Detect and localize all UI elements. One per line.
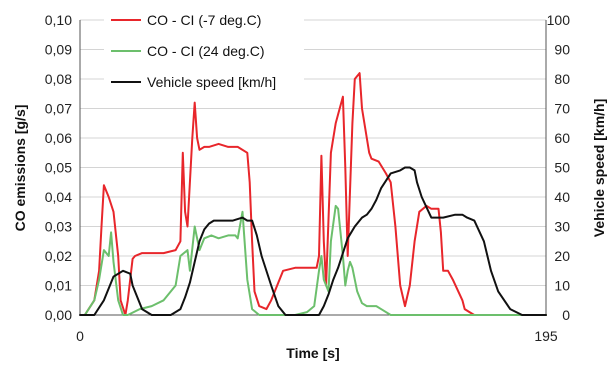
series-line-co-warm bbox=[83, 204, 547, 316]
y-tick-label-left: 0,09 bbox=[45, 42, 72, 58]
y-tick-label-right: 0 bbox=[562, 307, 570, 323]
y-tick-label-right: 50 bbox=[554, 160, 570, 176]
series-layer bbox=[79, 72, 547, 316]
series-line-co-cold bbox=[83, 72, 547, 316]
legend-label-speed: Vehicle speed [km/h] bbox=[147, 74, 276, 90]
right-tick-labels: 0 10 20 30 40 50 60 70 80 90 100 bbox=[547, 12, 571, 323]
y-tick-label-left: 0,04 bbox=[45, 189, 72, 205]
y-axis-title-right: Vehicle speed [km/h] bbox=[591, 99, 607, 238]
y-tick-label-right: 40 bbox=[554, 189, 570, 205]
y-tick-label-left: 0,10 bbox=[45, 12, 72, 28]
y-tick-label-right: 70 bbox=[554, 101, 570, 117]
legend-label-warm: CO - CI (24 deg.C) bbox=[147, 43, 264, 59]
y-tick-label-left: 0,02 bbox=[45, 248, 72, 264]
y-tick-label-right: 60 bbox=[554, 130, 570, 146]
y-tick-label-right: 80 bbox=[554, 71, 570, 87]
legend: CO - CI (-7 deg.C) CO - CI (24 deg.C) Ve… bbox=[104, 10, 304, 90]
y-tick-label-right: 10 bbox=[554, 278, 570, 294]
y-tick-label-left: 0,05 bbox=[45, 160, 72, 176]
y-tick-label-left: 0,06 bbox=[45, 130, 72, 146]
x-tick-label: 0 bbox=[76, 328, 84, 344]
grid-lines bbox=[80, 19, 546, 286]
x-axis-title: Time [s] bbox=[286, 345, 339, 361]
y-tick-label-right: 20 bbox=[554, 248, 570, 264]
x-tick-label: 195 bbox=[534, 328, 558, 344]
y-axis-title-left: CO emissions [g/s] bbox=[12, 105, 28, 232]
y-tick-label-left: 0,07 bbox=[45, 101, 72, 117]
y-tick-label-left: 0,08 bbox=[45, 71, 72, 87]
series-line-vehicle-speed bbox=[79, 166, 547, 316]
left-tick-labels: 0,00 0,01 0,02 0,03 0,04 0,05 0,06 0,07 0,08 0,09… bbox=[45, 12, 72, 323]
legend-label-cold: CO - CI (-7 deg.C) bbox=[147, 12, 261, 28]
x-tick-labels: 0 195 bbox=[76, 328, 558, 344]
y-tick-label-left: 0,03 bbox=[45, 219, 72, 235]
y-tick-label-left: 0,00 bbox=[45, 307, 72, 323]
y-tick-label-right: 100 bbox=[547, 12, 571, 28]
y-tick-label-right: 90 bbox=[554, 42, 570, 58]
y-tick-label-right: 30 bbox=[554, 219, 570, 235]
y-tick-label-left: 0,01 bbox=[45, 278, 72, 294]
